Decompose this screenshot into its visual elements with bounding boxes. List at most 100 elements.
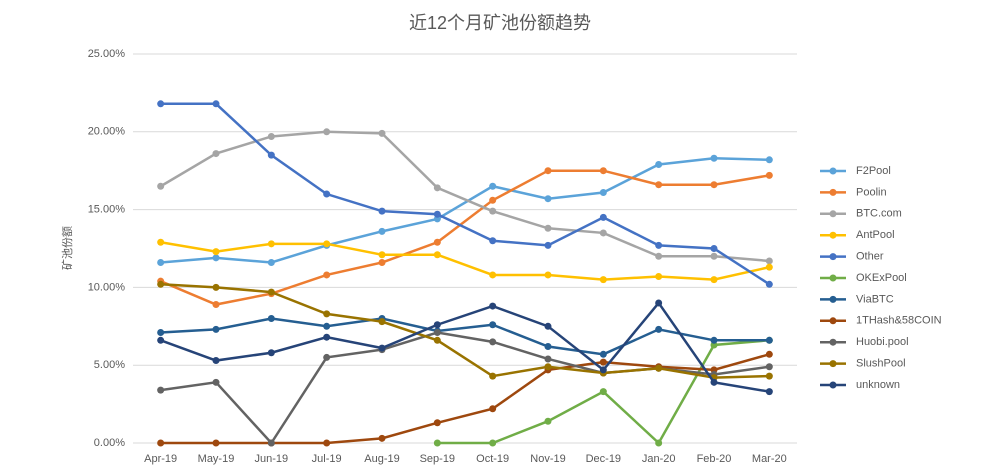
point [267,259,275,267]
legend-marker [829,338,837,346]
x-tick-label: Sep-19 [420,453,455,465]
point [212,378,220,386]
point [212,439,220,447]
point [710,245,718,252]
legend-label: OKExPool [856,272,907,284]
point [157,386,165,394]
legend-marker [829,253,837,261]
point [599,167,607,175]
point [765,263,773,271]
point [489,439,497,447]
legend-label: F2Pool [856,165,891,177]
legend-marker [829,167,837,175]
point [599,366,607,374]
point [267,315,275,323]
point [157,259,165,267]
point [323,190,331,198]
point [378,318,386,326]
legend-label: ViaBTC [856,293,894,305]
point [157,336,165,344]
point [599,213,607,221]
point [323,128,331,136]
point [655,252,663,260]
point [655,241,663,249]
point [655,364,663,372]
point [710,181,718,189]
point [378,227,386,235]
point [489,196,497,204]
legend-label: Poolin [856,186,887,198]
x-tick-label: May-19 [198,453,235,465]
point [599,229,607,237]
series-line [160,157,770,264]
legend-marker [829,360,837,368]
point [599,276,607,284]
point [710,154,718,162]
point [544,195,552,203]
point [544,343,552,351]
x-tick-label: Mar-20 [752,453,787,465]
point [323,240,331,248]
series-line [160,130,770,263]
point [710,336,718,344]
point [544,241,552,249]
series-line [160,331,770,446]
point [489,237,497,245]
point [544,322,552,330]
point [489,207,497,215]
point [157,182,165,190]
point [323,333,331,341]
chart-title: 近12个月矿池份额趋势 [409,13,591,33]
y-tick-label: 20.00% [88,126,126,138]
point [433,329,441,337]
x-tick-label: Apr-19 [144,453,177,465]
legend-label: BTC.com [856,208,902,220]
point [599,350,607,358]
point [212,301,220,309]
point [489,372,497,380]
x-tick-label: Feb-20 [697,453,732,465]
point [599,358,607,366]
point [655,273,663,281]
point [212,254,220,262]
point [433,238,441,246]
point [489,338,497,346]
point [655,299,663,307]
point [765,280,773,288]
point [765,363,773,371]
point [378,251,386,259]
y-tick-label: 5.00% [94,359,125,371]
legend-marker [829,295,837,303]
series-line [160,241,770,281]
legend-label: Huobi.pool [856,336,909,348]
x-tick-label: Nov-19 [530,453,565,465]
y-tick-label: 0.00% [94,437,125,449]
point [489,182,497,190]
legend-label: SlushPool [856,358,906,370]
point [489,405,497,413]
point [710,252,718,260]
point [544,167,552,175]
point [544,417,552,425]
point [157,329,165,337]
legend-label: unknown [856,379,900,391]
point [655,325,663,333]
point [655,439,663,447]
series-line [160,169,770,306]
point [710,378,718,386]
x-tick-label: Dec-19 [586,453,621,465]
x-tick-label: Jan-20 [642,453,676,465]
x-tick-label: Aug-19 [364,453,399,465]
legend-marker [829,381,837,389]
point [378,259,386,267]
y-axis-label: 矿池份额 [61,226,74,270]
legend-marker [829,210,837,218]
point [323,271,331,279]
point [433,251,441,259]
point [212,357,220,365]
point [765,171,773,179]
point [378,434,386,442]
point [765,156,773,164]
point [655,181,663,189]
